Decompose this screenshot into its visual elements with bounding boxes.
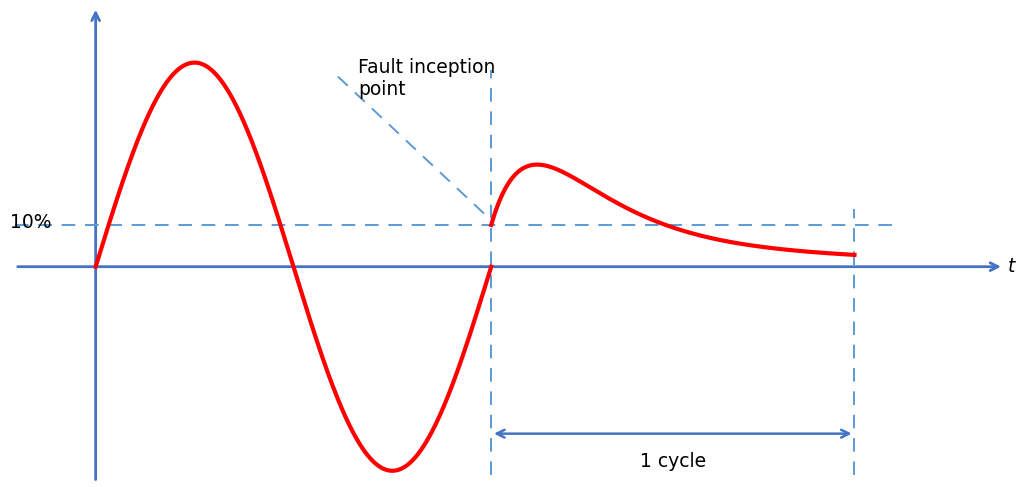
Text: t: t bbox=[1008, 257, 1015, 276]
Text: Fault inception
point: Fault inception point bbox=[358, 58, 496, 99]
Text: 1 cycle: 1 cycle bbox=[640, 452, 706, 471]
Text: 10%: 10% bbox=[10, 213, 51, 232]
